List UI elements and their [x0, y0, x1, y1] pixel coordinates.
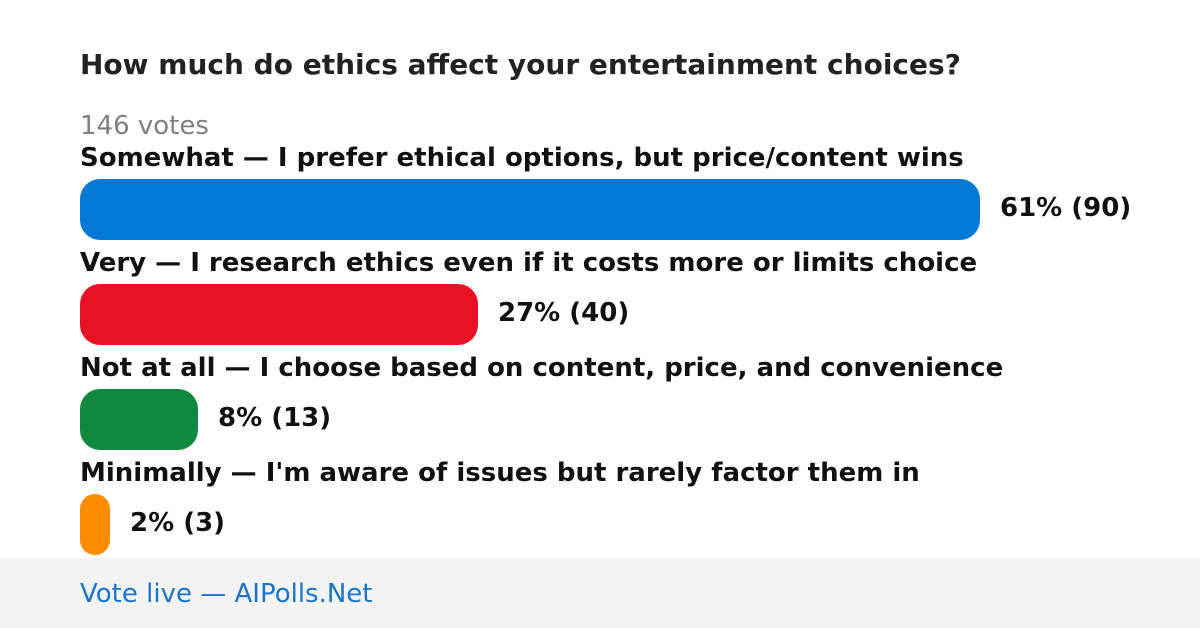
vote-count: 146 votes	[80, 111, 209, 141]
result-bar	[80, 494, 110, 555]
poll-option: Minimally — I'm aware of issues but rare…	[0, 458, 1200, 558]
option-label: Very — I research ethics even if it cost…	[80, 248, 978, 278]
poll-title: How much do ethics affect your entertain…	[80, 48, 961, 81]
result-bar	[80, 179, 980, 240]
option-label: Minimally — I'm aware of issues but rare…	[80, 458, 920, 488]
result-bar	[80, 284, 478, 345]
result-bar	[80, 389, 198, 450]
option-label: Somewhat — I prefer ethical options, but…	[80, 143, 964, 173]
poll-option: Very — I research ethics even if it cost…	[0, 248, 1200, 348]
footer: Vote live — AIPolls.Net	[0, 558, 1200, 628]
poll-option: Not at all — I choose based on content, …	[0, 353, 1200, 453]
result-value: 8% (13)	[218, 403, 332, 433]
vote-live-link[interactable]: Vote live — AIPolls.Net	[80, 579, 373, 609]
option-label: Not at all — I choose based on content, …	[80, 353, 1004, 383]
poll-option: Somewhat — I prefer ethical options, but…	[0, 143, 1200, 243]
result-value: 61% (90)	[1000, 193, 1132, 223]
result-value: 2% (3)	[130, 508, 226, 538]
result-value: 27% (40)	[498, 298, 630, 328]
